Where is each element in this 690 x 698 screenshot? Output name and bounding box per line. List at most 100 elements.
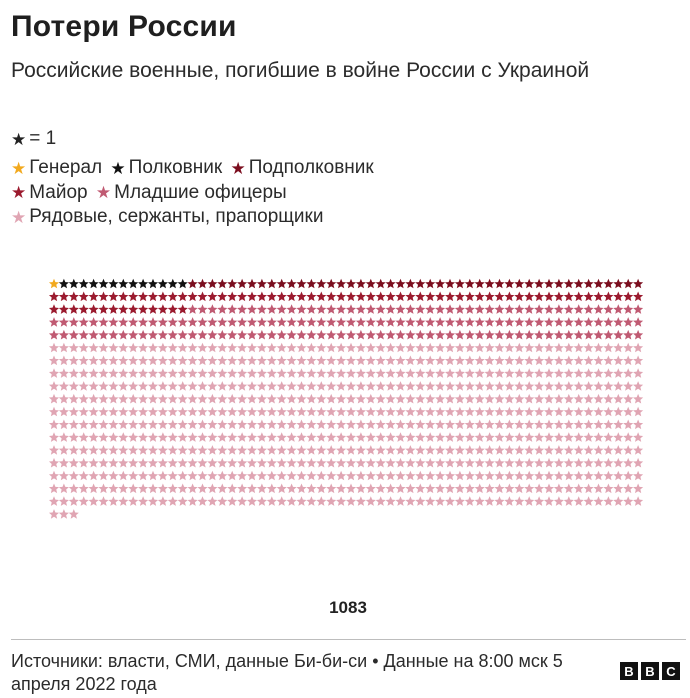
star-mark <box>385 342 396 353</box>
star-mark <box>385 483 396 494</box>
star-mark <box>494 342 505 353</box>
star-mark <box>316 457 327 468</box>
star-mark <box>543 406 555 417</box>
star-mark <box>484 368 495 378</box>
star-mark <box>58 470 69 481</box>
star-mark <box>118 496 129 506</box>
star-mark <box>128 496 139 506</box>
star-mark <box>118 457 129 468</box>
star-mark <box>464 291 475 302</box>
star-mark <box>78 329 89 340</box>
star-mark <box>464 406 475 417</box>
star-mark <box>355 393 366 404</box>
star-mark <box>504 381 515 391</box>
star-mark <box>98 329 109 340</box>
star-mark <box>504 470 515 481</box>
star-mark <box>227 496 238 506</box>
star-mark <box>524 445 535 455</box>
star-mark <box>88 317 99 327</box>
star-mark <box>326 445 337 455</box>
star-mark <box>167 496 178 506</box>
star-mark <box>256 483 267 494</box>
star-mark <box>385 381 396 391</box>
star-mark <box>286 355 297 366</box>
star-mark <box>246 278 258 289</box>
star-mark <box>415 291 426 302</box>
star-mark <box>474 393 485 404</box>
star-mark <box>256 317 267 327</box>
star-mark <box>316 368 327 378</box>
star-mark <box>98 445 109 455</box>
star-mark <box>296 496 307 506</box>
star-mark <box>405 381 416 391</box>
star-mark <box>88 278 99 289</box>
star-mark <box>78 432 89 442</box>
star-mark <box>237 355 248 366</box>
legend-label: Рядовые, сержанты, прапорщики <box>29 206 324 227</box>
star-mark <box>444 278 456 289</box>
star-mark <box>336 406 347 417</box>
star-mark <box>118 278 129 289</box>
star-mark <box>118 419 129 430</box>
star-mark <box>48 368 60 378</box>
star-mark <box>573 278 584 289</box>
star-mark <box>444 355 456 366</box>
star-mark <box>187 432 198 442</box>
star-mark <box>147 291 159 302</box>
star-mark <box>306 368 317 378</box>
star-mark <box>583 329 594 340</box>
star-mark <box>296 355 307 366</box>
star-mark <box>603 329 614 340</box>
star-mark <box>504 355 515 366</box>
star-mark <box>474 381 485 391</box>
star-mark <box>286 342 297 353</box>
star-mark <box>316 342 327 353</box>
star-mark <box>355 291 366 302</box>
star-mark <box>207 317 218 327</box>
star-mark <box>68 329 79 340</box>
star-mark <box>385 317 396 327</box>
star-mark <box>167 470 178 481</box>
star-mark <box>227 393 238 404</box>
star-mark <box>157 304 168 314</box>
star-mark <box>583 304 594 314</box>
star-mark <box>266 432 277 442</box>
star-mark <box>78 342 89 353</box>
star-mark <box>355 406 366 417</box>
star-mark <box>108 432 119 442</box>
star-mark <box>563 445 574 455</box>
star-mark <box>613 432 624 442</box>
star-mark <box>553 445 564 455</box>
star-mark <box>623 470 634 481</box>
star-mark <box>603 381 614 391</box>
star-mark <box>118 317 129 327</box>
star-mark <box>147 406 159 417</box>
star-mark <box>355 368 366 378</box>
star-mark <box>177 278 188 289</box>
star-mark <box>355 496 366 506</box>
star-mark <box>217 457 228 468</box>
star-mark <box>197 406 208 417</box>
star-mark <box>633 496 644 506</box>
star-mark <box>573 329 584 340</box>
star-mark <box>444 496 456 506</box>
star-mark <box>454 329 465 340</box>
star-mark <box>157 278 168 289</box>
star-mark <box>217 445 228 455</box>
star-mark <box>583 278 594 289</box>
legend-label: Подполковник <box>248 157 374 178</box>
star-mark <box>534 470 545 481</box>
star-mark <box>405 393 416 404</box>
star-mark <box>147 419 159 430</box>
star-mark <box>444 470 456 481</box>
star-mark <box>177 329 188 340</box>
star-mark <box>217 278 228 289</box>
star-mark <box>286 470 297 481</box>
star-mark <box>385 368 396 378</box>
star-mark <box>78 393 89 404</box>
star-mark <box>494 445 505 455</box>
star-mark <box>534 406 545 417</box>
star-mark <box>425 445 436 455</box>
star-mark <box>573 445 584 455</box>
star-mark <box>217 381 228 391</box>
